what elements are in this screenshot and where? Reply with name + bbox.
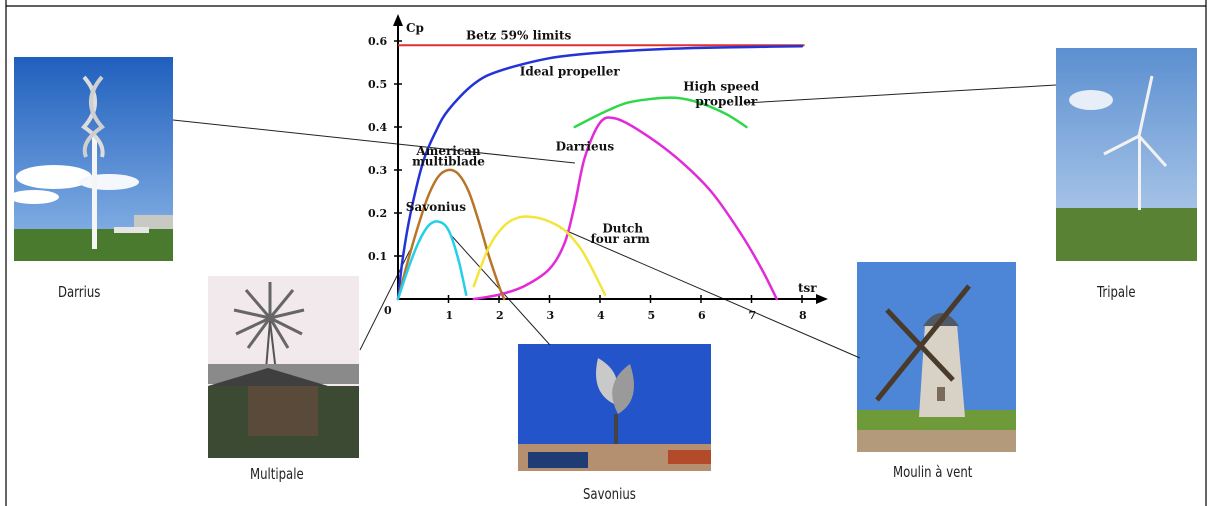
x-tick-label: 3 bbox=[547, 309, 555, 322]
series-annotation: four arm bbox=[591, 232, 650, 246]
series-line-darrieus bbox=[472, 116, 779, 301]
leader-line bbox=[172, 119, 576, 164]
x-tick-label: 4 bbox=[597, 309, 605, 322]
series-annotation: multiblade bbox=[412, 155, 485, 169]
series-annotation: Darrieus bbox=[556, 140, 615, 154]
moulin-photo bbox=[857, 262, 1016, 452]
y-tick-label: 0.1 bbox=[368, 250, 387, 263]
savonius-photo bbox=[518, 344, 711, 471]
leader-line bbox=[559, 227, 861, 359]
chart-ticks: 0 1 2 3 4 5 6 7 8 0.1 0.2 0.3 0.4 0.5 0.6 bbox=[368, 35, 807, 322]
series-line-dutch-four-arm bbox=[472, 215, 607, 296]
x-tick-label: 5 bbox=[648, 309, 656, 322]
x-tick-label: 6 bbox=[698, 309, 706, 322]
caption-multipale: Multipale bbox=[250, 465, 304, 483]
series-line-ideal-propeller bbox=[396, 44, 804, 301]
series-line-american-multiblade bbox=[396, 168, 506, 301]
y-axis-label: Cp bbox=[406, 21, 424, 35]
series-annotation: Savonius bbox=[406, 200, 466, 214]
caption-darrius: Darrius bbox=[58, 283, 101, 301]
tripale-photo bbox=[1056, 48, 1197, 261]
series-annotation: High speed bbox=[683, 79, 760, 93]
y-tick-label: 0.5 bbox=[368, 78, 387, 91]
series-annotation: American bbox=[415, 144, 481, 158]
series-line-savonius bbox=[396, 220, 468, 301]
series-annotation: Dutch bbox=[602, 221, 643, 235]
x-tick-label: 0 bbox=[384, 304, 392, 317]
caption-savonius: Savonius bbox=[583, 485, 636, 503]
y-tick-label: 0.6 bbox=[368, 35, 387, 48]
y-tick-label: 0.4 bbox=[368, 121, 387, 134]
series-annotation: Ideal propeller bbox=[520, 64, 621, 78]
caption-tripale: Tripale bbox=[1097, 283, 1136, 301]
betz-limit-label: Betz 59% limits bbox=[466, 28, 572, 42]
leader-line bbox=[744, 84, 1057, 104]
y-tick-label: 0.3 bbox=[368, 164, 387, 177]
x-tick-label: 1 bbox=[446, 309, 454, 322]
x-tick-label: 7 bbox=[749, 309, 757, 322]
x-axis-label: tsr bbox=[798, 281, 817, 295]
darrius-photo bbox=[14, 57, 173, 261]
x-tick-label: 8 bbox=[799, 309, 807, 322]
series-line-high-speed-propeller bbox=[573, 96, 748, 129]
multipale-photo bbox=[208, 276, 359, 458]
x-axis-arrow bbox=[816, 294, 828, 304]
y-tick-label: 0.2 bbox=[368, 207, 387, 220]
caption-moulin: Moulin à vent bbox=[893, 463, 973, 481]
y-axis-arrow bbox=[393, 14, 403, 26]
chart-series bbox=[396, 44, 805, 301]
series-annotation: propeller bbox=[695, 95, 757, 109]
x-tick-label: 2 bbox=[496, 309, 504, 322]
chart-labels: Betz 59% limits Ideal propeller High speed… bbox=[406, 28, 760, 246]
chart-axes: tsr Cp bbox=[393, 14, 828, 304]
